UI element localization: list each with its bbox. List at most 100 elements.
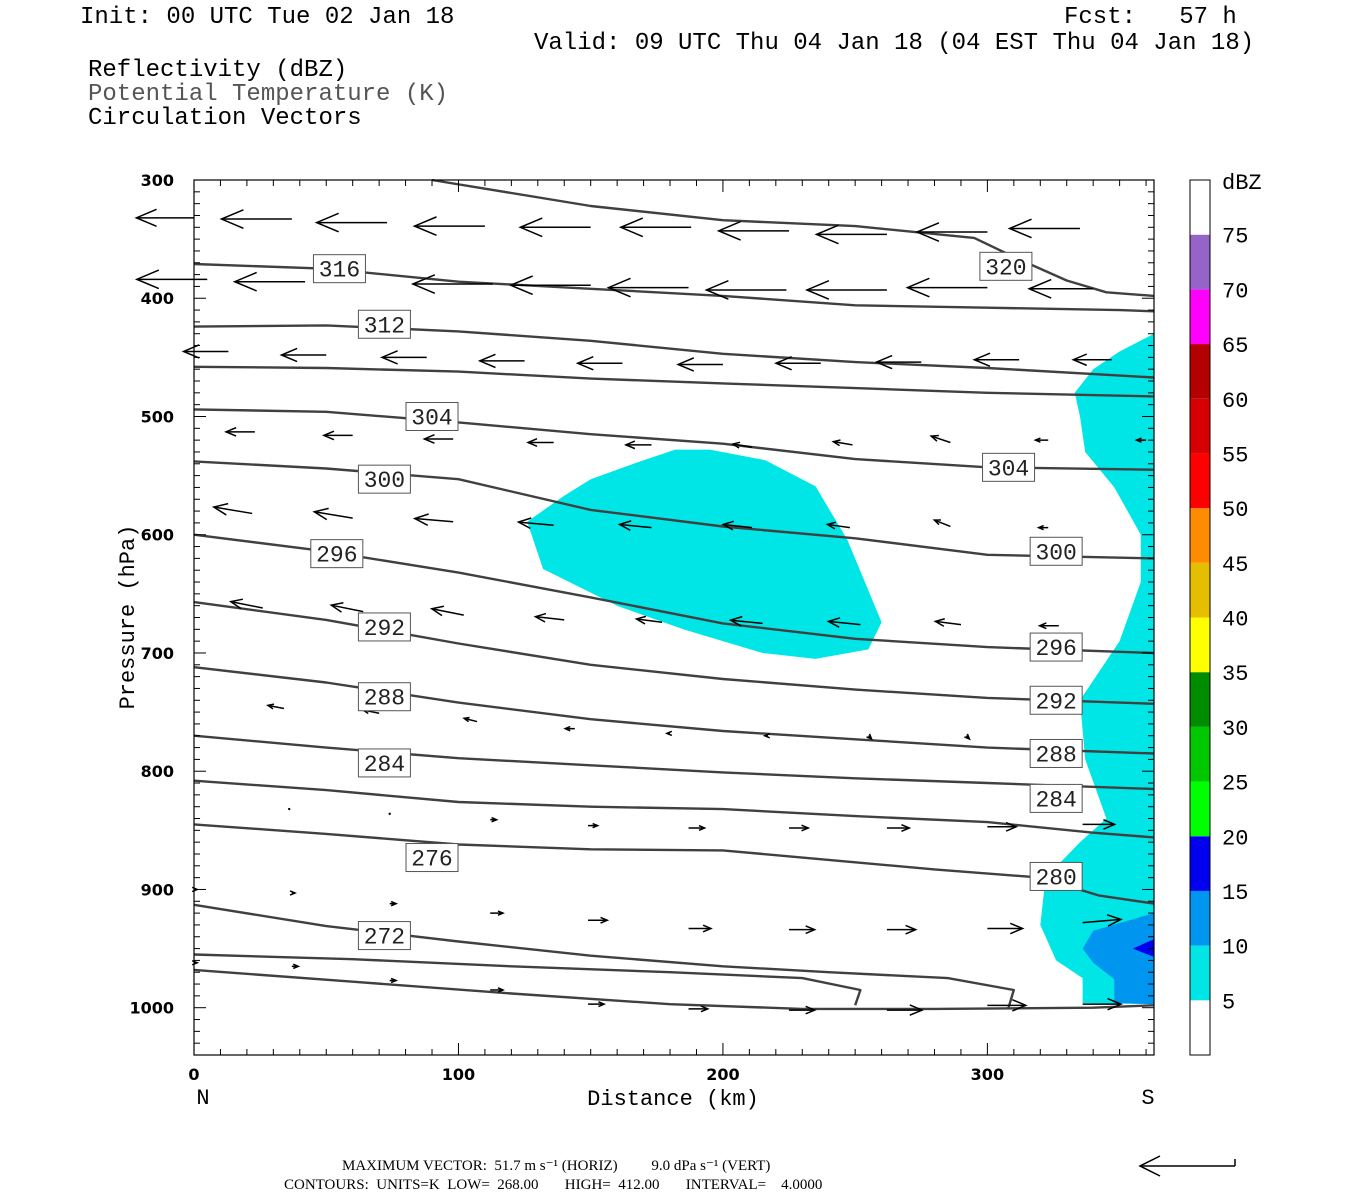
- theta-label-text: 296: [316, 543, 357, 569]
- circulation-vector-32: [526, 438, 554, 447]
- vector-head: [533, 612, 547, 623]
- reflectivity-region-2: [1082, 913, 1154, 1005]
- init-time: Init: 00 UTC Tue 02 Jan 18: [80, 4, 455, 31]
- theta-label-296-7: 296: [310, 539, 364, 569]
- vector-shaft: [518, 521, 554, 527]
- vector-head: [526, 438, 538, 447]
- colorbar-swatch-7: [1190, 617, 1210, 673]
- vector-head: [698, 824, 707, 832]
- vector-head: [932, 519, 941, 526]
- vector-head: [700, 1005, 710, 1013]
- vector-head: [379, 350, 398, 365]
- theta-label-text: 280: [1035, 865, 1076, 891]
- x-label-north: N: [196, 1086, 209, 1111]
- vector-head: [716, 220, 741, 241]
- vector-head: [1134, 437, 1142, 443]
- circulation-vector-82: [987, 922, 1025, 935]
- vector-head: [805, 1005, 817, 1015]
- colorbar-swatch-2: [1190, 890, 1210, 946]
- circulation-vector-60: [563, 725, 575, 732]
- colorbar-frame: [1189, 179, 1211, 1056]
- reflectivity-region-1: [1040, 333, 1154, 1005]
- colorbar-swatch-4: [1190, 781, 1210, 837]
- vector-head: [1103, 819, 1117, 830]
- colorbar-swatch-15: [1190, 180, 1210, 235]
- vector-head: [874, 354, 893, 370]
- circulation-vector-44: [721, 520, 753, 531]
- vector-head: [329, 601, 344, 613]
- colorbar-swatch-10: [1190, 453, 1210, 509]
- vector-head: [866, 733, 873, 741]
- axis-ticks: 0 100 200 300 300 400 500 600 700 800 900 1000: [129, 171, 1154, 1084]
- circulation-vector-16: [804, 280, 887, 300]
- theta-contour-304-10: [193, 408, 1155, 471]
- vector-head: [422, 434, 435, 444]
- circulation-vector-9: [1007, 218, 1080, 239]
- circulation-vector-13: [508, 275, 591, 296]
- theta-label-300-5: 300: [357, 464, 411, 494]
- theta-contour-320-14: [431, 178, 1155, 298]
- vector-head: [801, 824, 811, 832]
- theta-label-box: [1029, 632, 1083, 662]
- theta-contour-292-7: [193, 600, 1155, 705]
- circulation-vector-46: [932, 519, 951, 528]
- vector-head: [617, 520, 632, 531]
- vector-head: [1009, 922, 1025, 935]
- circulation-vector-85: [291, 963, 301, 970]
- y-axis-label: Pressure (hPa): [116, 525, 141, 710]
- vector-dot: [388, 812, 391, 815]
- circulation-vector-68: [588, 822, 600, 829]
- theta-label-292-9: 292: [357, 612, 411, 642]
- circulation-vector-47: [1036, 524, 1049, 531]
- circulation-vector-24: [676, 357, 723, 372]
- y-tick-label-600: 600: [141, 526, 174, 545]
- vector-head: [1027, 278, 1052, 299]
- circulation-vector-51: [533, 612, 565, 623]
- theta-label-320-1: 320: [979, 251, 1033, 281]
- y-tick-label-1000: 1000: [129, 999, 174, 1018]
- theta-label-text: 300: [364, 468, 405, 494]
- theta-contour-288-6: [193, 666, 1155, 755]
- theta-label-box: [357, 464, 411, 494]
- theta-contour-272-0: [193, 968, 1155, 1011]
- vector-shaft: [267, 704, 285, 710]
- circulation-vector-30: [321, 430, 353, 441]
- circulation-vector-20: [279, 347, 327, 363]
- circulation-vector-29: [224, 426, 255, 437]
- x-tick-label-300: 300: [971, 1065, 1004, 1084]
- theta-label-text: 296: [1035, 636, 1076, 662]
- vector-head: [410, 274, 436, 294]
- field-label-reflectivity: Reflectivity (dBZ): [88, 57, 348, 84]
- vector-head: [497, 910, 505, 916]
- reflectivity-fills: [527, 333, 1154, 1005]
- theta-contour-labels: 316 320 312 304 304 300 300 296 296 292 292 288 288 2…: [310, 251, 1083, 951]
- circulation-vector-43: [617, 520, 652, 531]
- theta-label-text: 292: [364, 616, 405, 642]
- theta-contours: [193, 178, 1155, 1011]
- theta-label-box: [357, 309, 411, 339]
- circulation-vector-92: [987, 999, 1028, 1012]
- circulation-vector-18: [1027, 278, 1094, 299]
- circulation-vector-33: [623, 440, 652, 450]
- theta-label-304-4: 304: [982, 452, 1036, 482]
- theta-contour-316-13: [193, 262, 1155, 313]
- colorbar-swatch-12: [1190, 344, 1210, 399]
- circulation-vector-59: [462, 716, 478, 723]
- theta-label-text: 284: [1035, 787, 1076, 813]
- vector-head: [964, 733, 971, 741]
- theta-label-box: [1029, 738, 1083, 768]
- vector-head: [1106, 914, 1123, 927]
- vector-head: [1107, 997, 1123, 1011]
- vector-head: [279, 347, 298, 363]
- vector-head: [1037, 622, 1047, 630]
- theta-label-box: [357, 612, 411, 642]
- vector-head: [618, 217, 644, 238]
- vector-shaft: [535, 615, 565, 621]
- circulation-vector-12: [410, 274, 493, 294]
- colorbar-level-15: 15: [1222, 881, 1248, 906]
- vector-dot: [288, 807, 291, 811]
- circulation-vector-42: [516, 517, 554, 530]
- field-label-theta: Potential Temperature (K): [88, 81, 449, 108]
- circulation-vector-93: [1082, 997, 1123, 1011]
- circulation-vectors: [134, 208, 1147, 1016]
